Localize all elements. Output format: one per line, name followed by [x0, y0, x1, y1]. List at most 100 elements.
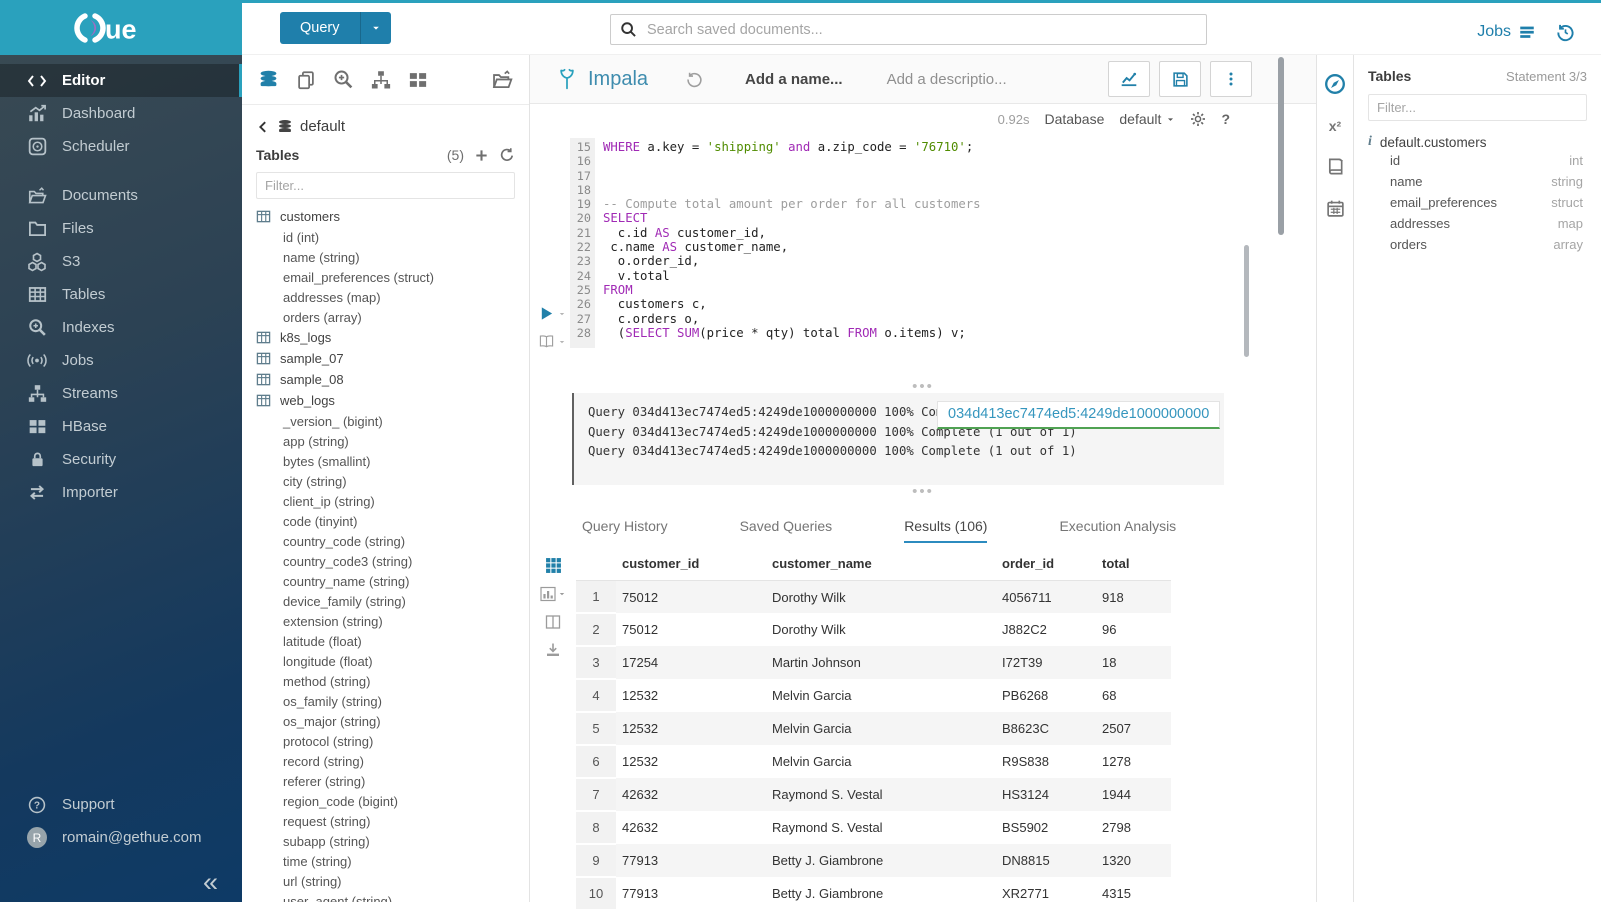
sidebar-item-user[interactable]: R romain@gethue.com [0, 821, 242, 854]
sidebar-item-documents[interactable]: Documents [0, 179, 242, 212]
column-header-order_id[interactable]: order_id [996, 548, 1096, 581]
documents-browser-icon[interactable] [296, 70, 316, 90]
tree-table-customers[interactable]: customers [242, 206, 529, 227]
column-header-customer_name[interactable]: customer_name [766, 548, 996, 581]
assist-active-table[interactable]: i default.customers [1368, 134, 1587, 150]
tree-column[interactable]: os_family (string) [242, 691, 529, 711]
resize-handle[interactable]: ••• [530, 485, 1316, 498]
tree-column[interactable]: email_preferences (struct) [242, 267, 529, 287]
help-icon[interactable]: ? [1221, 111, 1230, 127]
query-description-input[interactable]: Add a descriptio... [887, 71, 1007, 88]
tree-column[interactable]: code (tinyint) [242, 511, 529, 531]
chart-view-button[interactable] [540, 586, 566, 602]
resize-handle[interactable]: ••• [530, 380, 1316, 393]
column-header-customer_id[interactable]: customer_id [616, 548, 766, 581]
query-id-tooltip[interactable]: 034d413ec7474ed5:4249de1000000000 [937, 401, 1220, 429]
tree-column[interactable]: method (string) [242, 671, 529, 691]
tree-column[interactable]: url (string) [242, 871, 529, 891]
tree-column[interactable]: bytes (smallint) [242, 451, 529, 471]
download-icon[interactable] [545, 642, 561, 658]
save-button[interactable] [1159, 61, 1201, 97]
tree-column[interactable]: referer (string) [242, 771, 529, 791]
hue-logo[interactable]: ue [0, 0, 242, 55]
assist-column-orders[interactable]: ordersarray [1368, 234, 1587, 255]
tree-column[interactable]: record (string) [242, 751, 529, 771]
jobs-link[interactable]: Jobs [1477, 23, 1536, 41]
tree-column[interactable]: region_code (bigint) [242, 791, 529, 811]
tree-table-k8s_logs[interactable]: k8s_logs [242, 327, 529, 348]
tree-column[interactable]: country_code (string) [242, 531, 529, 551]
tree-table-web_logs[interactable]: web_logs [242, 390, 529, 411]
sidebar-item-jobs[interactable]: Jobs [0, 344, 242, 377]
tab-execution-analysis[interactable]: Execution Analysis [1059, 518, 1176, 543]
tree-column[interactable]: name (string) [242, 247, 529, 267]
code-editor[interactable]: 1516171819202122232425262728 WHERE a.key… [530, 134, 1316, 380]
sidebar-item-streams[interactable]: Streams [0, 377, 242, 410]
presentation-mode-button[interactable] [539, 334, 566, 349]
sidebar-item-hbase[interactable]: HBase [0, 410, 242, 443]
more-actions-button[interactable] [1210, 61, 1252, 97]
tree-table-sample_08[interactable]: sample_08 [242, 369, 529, 390]
tables-filter-input[interactable] [256, 172, 515, 199]
tree-column[interactable]: addresses (map) [242, 287, 529, 307]
tree-column[interactable]: id (int) [242, 227, 529, 247]
snippet-history-icon[interactable] [686, 71, 703, 88]
query-dropdown-caret[interactable] [360, 12, 391, 44]
search-input[interactable] [645, 21, 1197, 39]
assist-filter-input[interactable] [1368, 94, 1587, 121]
assist-column-name[interactable]: namestring [1368, 171, 1587, 192]
assist-column-id[interactable]: idint [1368, 150, 1587, 171]
tree-column[interactable]: _version_ (bigint) [242, 411, 529, 431]
editor-assistant-icon[interactable] [1324, 73, 1346, 95]
folder-open-icon[interactable] [491, 69, 513, 91]
database-source-icon[interactable] [258, 69, 279, 90]
tree-column[interactable]: client_ip (string) [242, 491, 529, 511]
database-selector[interactable]: default [1119, 111, 1175, 127]
new-query-button[interactable]: Query [280, 12, 391, 44]
tree-column[interactable]: country_name (string) [242, 571, 529, 591]
zoom-in-icon[interactable] [333, 69, 354, 90]
sidebar-item-tables[interactable]: Tables [0, 278, 242, 311]
main-scrollbar[interactable] [1278, 57, 1284, 235]
sidebar-item-importer[interactable]: Importer [0, 476, 242, 509]
query-name-input[interactable]: Add a name... [745, 71, 843, 88]
info-icon[interactable]: i [1368, 134, 1372, 150]
tree-column[interactable]: country_code3 (string) [242, 551, 529, 571]
sidebar-item-files[interactable]: Files [0, 212, 242, 245]
grid-view-icon[interactable] [545, 557, 562, 574]
columns-icon[interactable] [545, 614, 561, 630]
sidebar-collapse-icon[interactable]: « [203, 869, 218, 896]
language-reference-icon[interactable] [1326, 157, 1345, 176]
sidebar-item-support[interactable]: ? Support [0, 788, 242, 821]
sidebar-item-dashboard[interactable]: Dashboard [0, 97, 242, 130]
sidebar-item-indexes[interactable]: Indexes [0, 311, 242, 344]
refresh-icon[interactable] [499, 147, 515, 163]
tab-results-106-[interactable]: Results (106) [904, 518, 987, 543]
chart-button[interactable] [1108, 61, 1150, 97]
breadcrumb-database[interactable]: default [300, 118, 345, 135]
tree-table-sample_07[interactable]: sample_07 [242, 348, 529, 369]
tree-column[interactable]: request (string) [242, 811, 529, 831]
tree-column[interactable]: os_major (string) [242, 711, 529, 731]
tree-column[interactable]: device_family (string) [242, 591, 529, 611]
code-lines[interactable]: WHERE a.key = 'shipping' and a.zip_code … [603, 140, 981, 340]
execute-button[interactable] [539, 306, 566, 321]
editor-scrollbar[interactable] [1244, 245, 1249, 357]
sidebar-item-security[interactable]: Security [0, 443, 242, 476]
query-button-label[interactable]: Query [280, 20, 360, 36]
assist-column-email_preferences[interactable]: email_preferencesstruct [1368, 192, 1587, 213]
tree-column[interactable]: latitude (float) [242, 631, 529, 651]
sitemap-icon[interactable] [371, 70, 391, 90]
settings-gear-icon[interactable] [1190, 111, 1206, 127]
sidebar-item-scheduler[interactable]: Scheduler [0, 130, 242, 163]
tree-column[interactable]: user_agent (string) [242, 891, 529, 902]
tree-column[interactable]: subapp (string) [242, 831, 529, 851]
chevron-left-icon[interactable] [256, 120, 270, 134]
tree-column[interactable]: app (string) [242, 431, 529, 451]
tree-column[interactable]: protocol (string) [242, 731, 529, 751]
apps-blocks-icon[interactable] [408, 70, 428, 90]
tree-column[interactable]: longitude (float) [242, 651, 529, 671]
assist-column-addresses[interactable]: addressesmap [1368, 213, 1587, 234]
tab-saved-queries[interactable]: Saved Queries [740, 518, 833, 543]
functions-icon[interactable]: x² [1329, 118, 1341, 134]
